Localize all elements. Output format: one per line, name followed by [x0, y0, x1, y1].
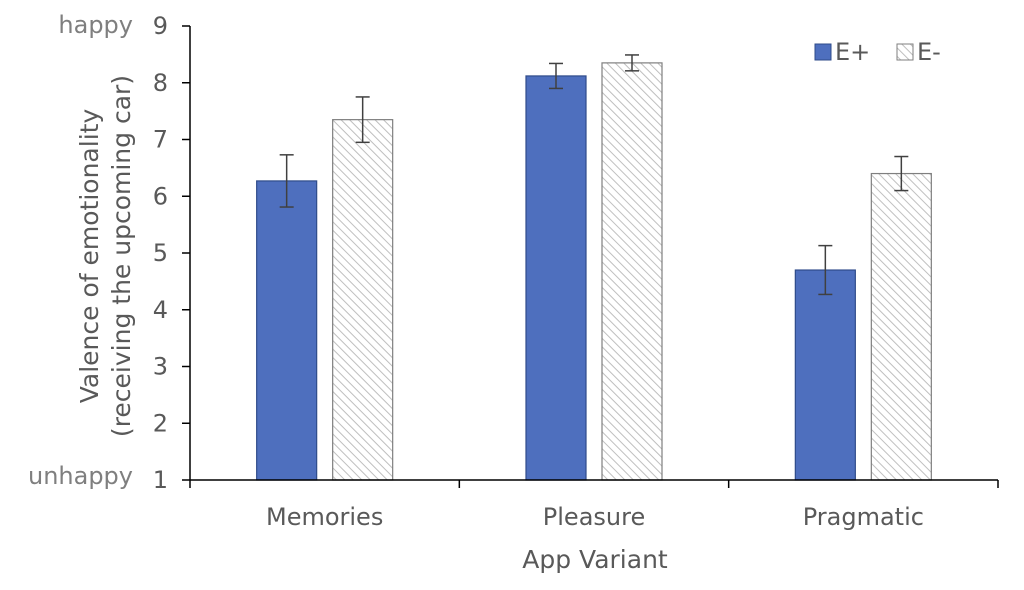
bar [332, 119, 394, 481]
x-tick-label: Pleasure [543, 503, 645, 531]
legend-label: E+ [835, 38, 870, 66]
x-tick-label: Pragmatic [803, 503, 924, 531]
bars [256, 54, 932, 481]
x-axis: Memories Pleasure Pragmatic [189, 479, 999, 531]
legend-swatch [814, 43, 832, 61]
y-axis-title: Valence of emotionality [75, 109, 104, 404]
y-end-label-bottom: unhappy [28, 462, 133, 490]
y-tick-label: 6 [153, 182, 168, 210]
bar [794, 269, 856, 481]
y-end-label-top: happy [58, 11, 133, 39]
bar [870, 172, 932, 481]
legend-label: E- [917, 38, 941, 66]
y-tick-label: 7 [153, 126, 168, 154]
y-tick-label: 4 [153, 296, 168, 324]
x-tick-label: Memories [266, 503, 383, 531]
y-tick-label: 3 [153, 353, 168, 381]
y-tick-label: 5 [153, 239, 168, 267]
y-axis-title-line2: (receiving the upcoming car) [107, 75, 136, 437]
legend: E+ E- [814, 38, 941, 66]
x-axis-title: App Variant [522, 545, 668, 574]
y-tick-label: 9 [153, 12, 168, 40]
bar [256, 180, 318, 481]
bar [601, 62, 663, 481]
y-tick-label: 1 [153, 466, 168, 494]
y-tick-label: 2 [153, 409, 168, 437]
y-axis: 1 2 3 4 5 6 7 8 9 [153, 12, 191, 494]
y-tick-label: 8 [153, 69, 168, 97]
bar [525, 75, 587, 481]
legend-swatch [896, 43, 914, 61]
